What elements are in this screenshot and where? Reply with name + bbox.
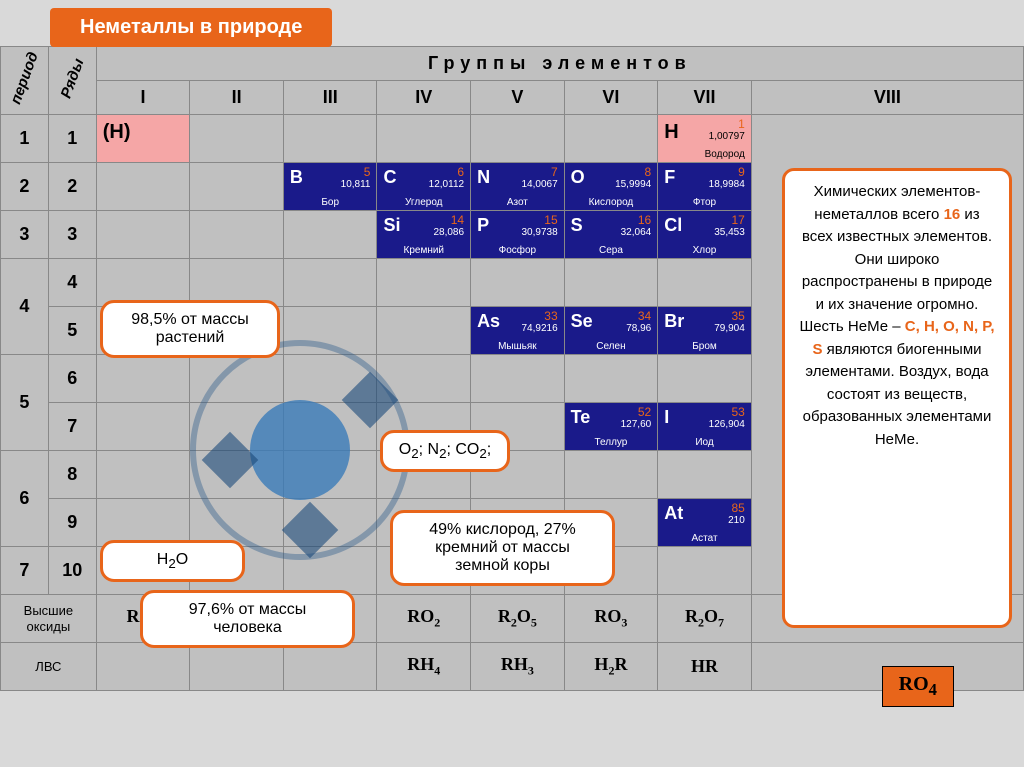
element-F: F918,9984Фтор: [658, 163, 752, 211]
period-5: 5: [1, 355, 49, 451]
element-Br: Br3579,904Бром: [658, 307, 752, 355]
callout-gases: O2; N2; CO2;: [380, 430, 510, 472]
element-Te: Te52127,60Теллур: [564, 403, 658, 451]
hydride-4: RH4: [377, 643, 471, 691]
group-5: V: [471, 81, 565, 115]
element-O: O815,9994Кислород: [564, 163, 658, 211]
cell-H-paren: (H): [96, 115, 190, 163]
element-B: B510,811Бор: [283, 163, 377, 211]
element-C: C612,0112Углерод: [377, 163, 471, 211]
row-6: 6: [48, 355, 96, 403]
row-9: 9: [48, 499, 96, 547]
rows-header: Ряды: [57, 56, 87, 100]
element-P: P1530,9738Фосфор: [471, 211, 565, 259]
group-1: I: [96, 81, 190, 115]
oxide-4: RO2: [377, 595, 471, 643]
row-2: 2: [48, 163, 96, 211]
element-Cl: Cl1735,453Хлор: [658, 211, 752, 259]
group-8: VIII: [751, 81, 1023, 115]
period-7: 7: [1, 547, 49, 595]
callout-plants: 98,5% от массы растений: [100, 300, 280, 358]
oxide-5: R2O5: [471, 595, 565, 643]
group-7: VII: [658, 81, 752, 115]
period-3: 3: [1, 211, 49, 259]
group-6: VI: [564, 81, 658, 115]
row-10: 10: [48, 547, 96, 595]
element-At: At85210Астат: [658, 499, 752, 547]
row-5: 5: [48, 307, 96, 355]
row-3: 3: [48, 211, 96, 259]
globe-graphic: [190, 340, 410, 560]
hydride-7: HR: [658, 643, 752, 691]
element-Si: Si1428,086Кремний: [377, 211, 471, 259]
row-8: 8: [48, 451, 96, 499]
info-panel: Химических элементов-неметаллов всего 16…: [782, 168, 1012, 628]
period-1: 1: [1, 115, 49, 163]
row-4: 4: [48, 259, 96, 307]
ro4-badge: RO4: [882, 666, 954, 707]
groups-title: Группы элементов: [96, 47, 1023, 81]
group-3: III: [283, 81, 377, 115]
oxide-6: RO3: [564, 595, 658, 643]
callout-crust: 49% кислород, 27% кремний от массы земно…: [390, 510, 615, 586]
oxide-7: R2O7: [658, 595, 752, 643]
callout-human: 97,6% от массы человека: [140, 590, 355, 648]
element-S: S1632,064Сера: [564, 211, 658, 259]
element-As: As3374,9216Мышьяк: [471, 307, 565, 355]
hydride-5: RH3: [471, 643, 565, 691]
period-header: период: [7, 50, 42, 107]
element-N: N714,0067Азот: [471, 163, 565, 211]
group-4: IV: [377, 81, 471, 115]
group-2: II: [190, 81, 284, 115]
period-4: 4: [1, 259, 49, 355]
hydride-6: H2R: [564, 643, 658, 691]
element-H: H11,00797Водород: [658, 115, 752, 163]
element-Se: Se3478,96Селен: [564, 307, 658, 355]
row-1: 1: [48, 115, 96, 163]
callout-water: H2O: [100, 540, 245, 582]
row-7: 7: [48, 403, 96, 451]
element-I: I53126,904Иод: [658, 403, 752, 451]
page-title: Неметаллы в природе: [50, 8, 332, 47]
period-6: 6: [1, 451, 49, 547]
lvs-label: ЛВС: [1, 643, 97, 691]
period-2: 2: [1, 163, 49, 211]
oxides-label: Высшие оксиды: [1, 595, 97, 643]
